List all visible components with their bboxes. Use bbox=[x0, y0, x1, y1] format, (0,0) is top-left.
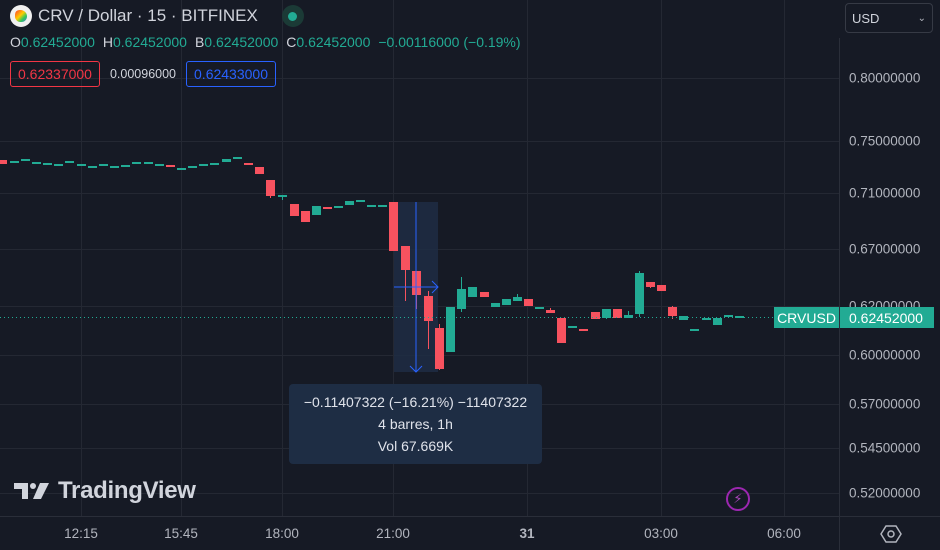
measure-bars: 4 barres, 1h bbox=[378, 416, 453, 432]
low-label: B bbox=[194, 34, 205, 50]
open-label: O bbox=[10, 34, 21, 50]
open-value: 0.62452000 bbox=[20, 34, 95, 50]
market-open-indicator-icon[interactable] bbox=[281, 5, 304, 27]
buy-button[interactable]: 0.62433000 bbox=[186, 61, 276, 87]
measure-change: −0.11407322 (−16.21%) −11407322 bbox=[303, 394, 528, 410]
price-tick-label: 0.60000000 bbox=[849, 347, 921, 363]
time-tick-label: 06:00 bbox=[767, 526, 801, 541]
measure-volume: Vol 67.669K bbox=[377, 438, 454, 454]
currency-select[interactable]: USD ⌄ bbox=[845, 3, 933, 33]
spread-value: 0.00096000 bbox=[109, 67, 177, 81]
crv-logo-icon bbox=[10, 5, 32, 27]
chevron-down-icon: ⌄ bbox=[917, 12, 926, 24]
high-label: H bbox=[102, 34, 113, 50]
price-tick-label: 0.75000000 bbox=[849, 133, 921, 149]
measure-tooltip: −0.11407322 (−16.21%) −11407322 4 barres… bbox=[289, 384, 542, 464]
sell-button[interactable]: 0.62337000 bbox=[10, 61, 100, 87]
bid-ask-panel: 0.62337000 0.00096000 0.62433000 bbox=[10, 61, 276, 87]
lightning-icon[interactable]: ⚡ bbox=[726, 487, 750, 511]
change-value: −0.00116000 (−0.19%) bbox=[378, 34, 521, 50]
price-tick-label: 0.67000000 bbox=[849, 241, 921, 257]
time-tick-label: 12:15 bbox=[64, 526, 98, 541]
time-tick-label: 03:00 bbox=[644, 526, 678, 541]
time-tick-label: 18:00 bbox=[265, 526, 299, 541]
high-value: 0.62452000 bbox=[112, 34, 187, 50]
time-tick-label: 21:00 bbox=[376, 526, 410, 541]
close-label: C bbox=[286, 34, 297, 50]
close-value: 0.62452000 bbox=[296, 34, 371, 50]
price-tick-label: 0.54500000 bbox=[849, 440, 921, 456]
price-tick-label: 0.71000000 bbox=[849, 185, 921, 201]
settings-icon[interactable] bbox=[880, 523, 902, 545]
symbol-title: CRV / Dollar · 15 · BITFINEX bbox=[38, 6, 258, 25]
time-tick-label: 31 bbox=[519, 526, 535, 541]
tradingview-logo-icon bbox=[14, 483, 49, 499]
price-tick-label: 0.57000000 bbox=[849, 396, 921, 412]
symbol-header[interactable]: CRV / Dollar · 15 · BITFINEX bbox=[10, 5, 304, 27]
low-value: 0.62452000 bbox=[204, 34, 279, 50]
symbol-price-label: CRVUSD bbox=[774, 307, 839, 328]
price-tick-label: 0.52000000 bbox=[849, 485, 921, 501]
price-tick-label: 0.80000000 bbox=[849, 70, 921, 86]
tradingview-wordmark: TradingView bbox=[58, 477, 196, 504]
tradingview-logo[interactable]: TradingView bbox=[14, 477, 196, 505]
time-tick-label: 15:45 bbox=[164, 526, 198, 541]
ohlc-legend: O0.62452000 H0.62452000 B0.62452000 C0.6… bbox=[10, 34, 521, 50]
last-price-label: 0.62452000 bbox=[840, 307, 934, 328]
currency-value: USD bbox=[852, 10, 880, 26]
